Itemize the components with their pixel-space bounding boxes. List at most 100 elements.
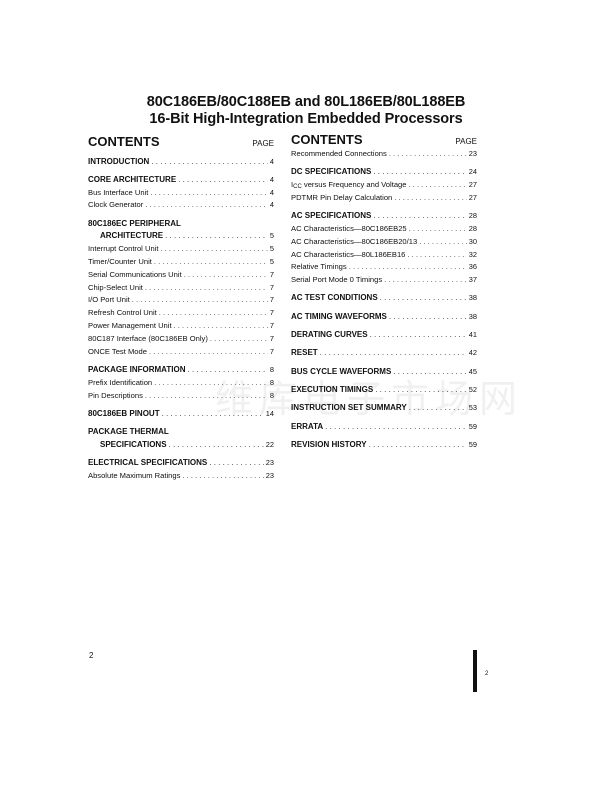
- toc-entry[interactable]: DC SPECIFICATIONS 24: [291, 166, 477, 179]
- toc-entry-page: 27: [468, 192, 477, 202]
- toc-entry[interactable]: I/O Port Unit 7: [88, 294, 274, 307]
- toc-entry[interactable]: PACKAGE INFORMATION 8: [88, 364, 274, 377]
- toc-group: INSTRUCTION SET SUMMARY 53: [291, 402, 477, 415]
- toc-entry[interactable]: EXECUTION TIMINGS 52: [291, 384, 477, 397]
- dot-leader: [150, 187, 268, 200]
- toc-entry-label: INSTRUCTION SET SUMMARY: [291, 403, 407, 413]
- toc-entry-page: 24: [468, 167, 477, 177]
- toc-entry-label: EXECUTION TIMINGS: [291, 384, 374, 394]
- toc-entry[interactable]: ERRATA 59: [291, 421, 477, 434]
- toc-entry-label: AC SPECIFICATIONS: [291, 211, 372, 221]
- toc-entry-page: 37: [468, 275, 477, 285]
- toc-entry-page: 28: [468, 223, 477, 233]
- toc-entry[interactable]: REVISION HISTORY 59: [291, 439, 477, 452]
- toc-entry[interactable]: Absolute Maximum Ratings 23: [88, 470, 274, 483]
- toc-entry-page: 4: [269, 187, 274, 197]
- toc-entry-label: ERRATA: [291, 421, 324, 431]
- toc-entry[interactable]: Serial Communications Unit 7: [88, 269, 274, 282]
- dot-leader: [349, 261, 467, 274]
- toc-entry-page: 42: [468, 348, 477, 358]
- toc-entry[interactable]: INSTRUCTION SET SUMMARY 53: [291, 402, 477, 415]
- toc-entry[interactable]: Pin Descriptions 8: [88, 390, 274, 403]
- toc-entry[interactable]: Interrupt Control Unit 5: [88, 243, 274, 256]
- dot-leader: [169, 439, 264, 452]
- toc-entry-label: Refresh Control Unit: [88, 308, 157, 318]
- dot-leader: [409, 179, 467, 192]
- toc-entry-label: Serial Communications Unit: [88, 269, 182, 279]
- toc-entry[interactable]: Recommended Connections 23: [291, 148, 477, 161]
- toc-entry[interactable]: AC Characteristics—80C186EB20/13 30: [291, 236, 477, 249]
- toc-entry-label: SPECIFICATIONS: [100, 439, 167, 449]
- toc-entry[interactable]: ARCHITECTURE 5: [88, 230, 274, 243]
- toc-group: AC TEST CONDITIONS 38: [291, 292, 477, 305]
- toc-entry[interactable]: INTRODUCTION 4: [88, 156, 274, 169]
- toc-entry[interactable]: DERATING CURVES 41: [291, 329, 477, 342]
- toc-entry-label: Absolute Maximum Ratings: [88, 471, 181, 481]
- toc-entry[interactable]: SPECIFICATIONS 22: [88, 439, 274, 452]
- dot-leader: [370, 329, 467, 342]
- toc-group: ELECTRICAL SPECIFICATIONS23Absolute Maxi…: [88, 457, 274, 483]
- toc-group: REVISION HISTORY 59: [291, 439, 477, 452]
- toc-entry[interactable]: CORE ARCHITECTURE 4: [88, 174, 274, 187]
- contents-header: CONTENTS PAGE: [88, 134, 274, 150]
- toc-group: DC SPECIFICATIONS 24 ICC versus Frequency …: [291, 166, 477, 204]
- document-subtitle: 16-Bit High-Integration Embedded Process…: [149, 111, 463, 127]
- toc-entry[interactable]: ELECTRICAL SPECIFICATIONS 23: [88, 457, 274, 470]
- document-title: 80C186EB/80C188EB and 80L186EB/80L188EB: [146, 94, 466, 110]
- toc-entry[interactable]: ONCE Test Mode 7: [88, 346, 274, 359]
- toc-entry[interactable]: AC Characteristics—80L186EB16 32: [291, 249, 477, 262]
- toc-entry-page: 7: [269, 308, 274, 318]
- page-column-label: PAGE: [455, 137, 477, 146]
- toc-entry-page: 8: [269, 377, 274, 387]
- toc-entry[interactable]: Timer/Counter Unit 5: [88, 256, 274, 269]
- toc-entry-label: ELECTRICAL SPECIFICATIONS: [88, 458, 208, 468]
- toc-entry[interactable]: Bus Interface Unit 4: [88, 187, 274, 200]
- toc-entry-page: 59: [468, 439, 477, 449]
- toc-group: PACKAGE INFORMATION8Prefix Identificatio…: [88, 364, 274, 402]
- toc-entry-page: 5: [269, 244, 274, 254]
- toc-group: AC SPECIFICATIONS28AC Characteristics—80…: [291, 210, 477, 287]
- toc-entry[interactable]: Power Management Unit 7: [88, 320, 274, 333]
- dot-leader: [209, 457, 264, 470]
- toc-entry-label: AC Characteristics—80C186EB25: [291, 223, 407, 233]
- toc-entry[interactable]: AC TEST CONDITIONS 38: [291, 292, 477, 305]
- toc-entry[interactable]: RESET 42: [291, 347, 477, 360]
- dot-leader: [174, 320, 268, 333]
- toc-entry[interactable]: Clock Generator 4: [88, 199, 274, 212]
- toc-entry[interactable]: Serial Port Mode 0 Timings 37: [291, 274, 477, 287]
- toc-entry[interactable]: AC TIMING WAVEFORMS 38: [291, 311, 477, 324]
- toc-entry[interactable]: Chip-Select Unit 7: [88, 282, 274, 295]
- toc-entry-label: Clock Generator: [88, 200, 144, 210]
- toc-entry-label: ICC versus Frequency and Voltage: [291, 180, 407, 191]
- toc-entry[interactable]: 80C187 Interface (80C186EB Only) 7: [88, 333, 274, 346]
- toc-entry-label: Prefix Identification: [88, 377, 153, 387]
- toc-entry[interactable]: PACKAGE THERMAL: [88, 426, 274, 439]
- toc-entry[interactable]: Prefix Identification 8: [88, 377, 274, 390]
- toc-entry-label: Timer/Counter Unit: [88, 257, 152, 267]
- dot-leader: [210, 333, 268, 346]
- toc-entry-page: 7: [269, 346, 274, 356]
- toc-entry[interactable]: BUS CYCLE WAVEFORMS 45: [291, 366, 477, 379]
- toc-entry[interactable]: 80C186EC PERIPHERAL: [88, 218, 274, 231]
- toc-group: 80C186EC PERIPHERALARCHITECTURE5Interrup…: [88, 218, 274, 359]
- toc-entry[interactable]: AC SPECIFICATIONS 28: [291, 210, 477, 223]
- toc-entry[interactable]: ICC versus Frequency and Voltage 27: [291, 179, 477, 192]
- dot-leader: [389, 148, 467, 161]
- toc-entry-page: 45: [468, 366, 477, 376]
- toc-entry-label: RESET: [291, 348, 318, 358]
- toc-entry-page: 38: [468, 293, 477, 303]
- toc-entry[interactable]: PDTMR Pin Delay Calculation 27: [291, 192, 477, 205]
- toc-entry[interactable]: Refresh Control Unit 7: [88, 307, 274, 320]
- toc-entry[interactable]: 80C186EB PINOUT 14: [88, 408, 274, 421]
- toc-entry[interactable]: Relative Timings 36: [291, 261, 477, 274]
- toc-group: PACKAGE THERMAL SPECIFICATIONS 22: [88, 426, 274, 452]
- contents-heading: CONTENTS: [291, 132, 363, 147]
- toc-entry-page: 7: [269, 282, 274, 292]
- toc-entry-label: Chip-Select Unit: [88, 282, 143, 292]
- toc-entry-label: DC SPECIFICATIONS: [291, 167, 372, 177]
- toc-entry-page: 27: [468, 180, 477, 190]
- toc-entry-label: BUS CYCLE WAVEFORMS: [291, 366, 392, 376]
- dot-leader: [151, 156, 268, 169]
- toc-entry[interactable]: AC Characteristics—80C186EB25 28: [291, 223, 477, 236]
